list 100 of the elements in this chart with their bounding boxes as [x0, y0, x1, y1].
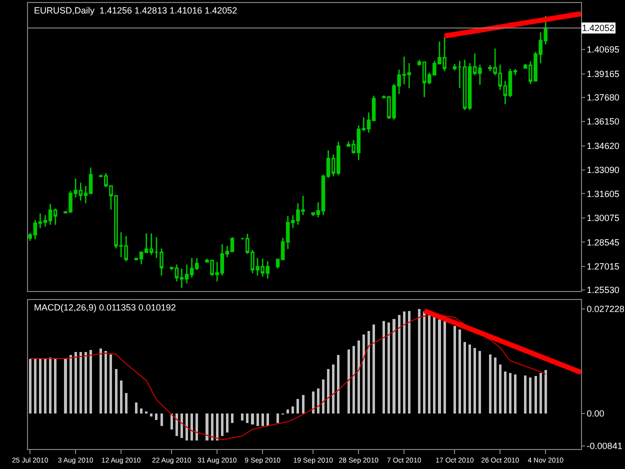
bar — [453, 326, 456, 414]
y-tick-label: 1.36150 — [586, 116, 620, 127]
bar — [433, 316, 436, 414]
line-series — [30, 314, 546, 440]
bar — [534, 376, 537, 414]
bar — [514, 374, 517, 414]
y-tick-label: 1.31605 — [586, 188, 620, 199]
bar — [120, 380, 122, 414]
y-tick-label: 1.28545 — [586, 237, 620, 248]
bar — [398, 315, 400, 414]
bar — [539, 372, 542, 414]
y-tick-label: 1.39165 — [586, 68, 620, 79]
bar — [458, 330, 461, 414]
bar — [44, 358, 47, 414]
bar — [100, 348, 102, 414]
bar — [210, 414, 214, 441]
bar — [110, 354, 112, 414]
bar — [402, 312, 406, 414]
bar — [226, 414, 228, 432]
y-tick-label: 1.37680 — [586, 92, 620, 102]
bar — [312, 392, 314, 414]
bar — [231, 414, 234, 423]
bar — [79, 352, 82, 414]
y-tick-label: 1.30075 — [586, 213, 620, 223]
bar — [74, 352, 77, 414]
bar — [246, 414, 249, 423]
y-tick-label: 0.00 — [586, 408, 604, 419]
candlestick — [458, 60, 462, 89]
bar — [216, 414, 218, 441]
bar — [494, 357, 496, 414]
bar — [266, 414, 269, 426]
bar — [504, 372, 506, 414]
bar — [508, 372, 512, 414]
bar — [256, 414, 259, 426]
bar — [418, 309, 421, 414]
y-tick-label: 1.25530 — [586, 285, 620, 296]
bar — [150, 414, 153, 416]
bar — [362, 334, 365, 414]
bar — [438, 319, 441, 414]
bar — [38, 358, 42, 414]
y-tick-label: 0.027228 — [586, 304, 624, 314]
bar — [241, 414, 244, 421]
bar — [64, 358, 67, 414]
bar — [251, 414, 254, 424]
bar — [206, 414, 208, 441]
bar — [196, 414, 198, 441]
bar — [134, 402, 138, 414]
bar — [474, 348, 476, 414]
bar — [175, 414, 178, 436]
bar — [49, 357, 52, 414]
y-tick-label: 1.33090 — [586, 165, 620, 176]
bar — [170, 414, 173, 430]
bar — [84, 352, 87, 414]
bar — [286, 410, 290, 414]
bar — [498, 364, 502, 414]
bar — [478, 350, 482, 414]
candlestick — [160, 248, 164, 276]
bar — [104, 350, 108, 414]
bar — [332, 364, 335, 414]
bar — [34, 358, 36, 414]
bar — [69, 355, 72, 414]
bar — [382, 320, 386, 414]
bar — [140, 408, 143, 414]
bar — [89, 350, 92, 414]
bar — [276, 414, 280, 423]
bar — [160, 414, 163, 426]
y-tick-label: 1.40695 — [586, 44, 620, 55]
bar — [316, 388, 320, 414]
bar — [463, 342, 466, 414]
chart-title: MACD(12,26,9) 0.011353 0.010192 — [34, 302, 176, 312]
bar — [443, 322, 446, 414]
bar — [423, 312, 426, 414]
bar — [372, 324, 376, 414]
bar — [296, 398, 300, 414]
bar — [28, 358, 32, 414]
bar — [408, 311, 410, 414]
bar — [357, 340, 360, 414]
bar — [337, 355, 340, 414]
chart-title: EURUSD,Daily 1.41256 1.42813 1.41016 1.42052 — [34, 5, 238, 16]
bar — [54, 358, 57, 414]
bar — [292, 406, 294, 414]
bar — [180, 414, 183, 438]
bar — [468, 344, 472, 414]
bar — [488, 354, 492, 414]
y-tick-label: -0.00841 — [586, 441, 622, 452]
bar — [261, 414, 264, 426]
bar — [327, 368, 330, 414]
bar — [220, 414, 224, 436]
bar — [190, 414, 194, 441]
bar — [352, 346, 355, 414]
bar — [124, 392, 128, 414]
bar — [186, 414, 188, 441]
bar — [524, 375, 527, 414]
bar — [367, 331, 370, 414]
ref-line-label: 1.42052 — [582, 23, 615, 33]
bar — [388, 322, 390, 414]
bar — [392, 318, 396, 414]
bar — [529, 377, 532, 414]
bar — [322, 379, 325, 414]
bar — [347, 349, 350, 414]
